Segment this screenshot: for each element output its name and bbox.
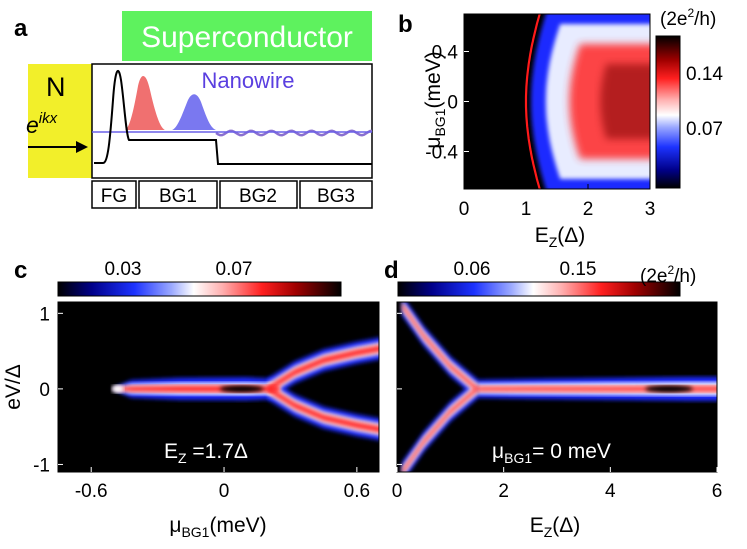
- xtick-label-d: 4: [605, 481, 616, 502]
- panel-label-a: a: [14, 15, 28, 42]
- heatmap-d-frame: [396, 301, 718, 473]
- heatmap-d-content: [402, 302, 717, 472]
- xlabel-b: EZ(Δ): [535, 224, 586, 250]
- heatmap-c-content: [111, 337, 379, 441]
- xtick-label-d: 0: [392, 481, 403, 502]
- lead-label: N: [46, 72, 66, 102]
- annotation-c: EZ =1.7Δ: [164, 440, 248, 466]
- nanowire-label: Nanowire: [202, 68, 295, 93]
- incident-arrow-head: [76, 141, 88, 153]
- units-label-d: (2e2/h): [640, 263, 696, 287]
- colorbar-b-tick: 0.14: [686, 64, 723, 85]
- conductance-band: [268, 385, 379, 433]
- gate-row: FG BG1 BG2 BG3: [91, 180, 373, 209]
- conductance-band: [402, 302, 477, 392]
- gate-bg2: [219, 180, 298, 209]
- annotation-d: μBG1= 0 meV: [492, 440, 611, 466]
- ytick-label-b: 0.4: [432, 43, 459, 64]
- ytick-label-c: -1: [33, 455, 50, 476]
- conductance-band: [402, 385, 477, 472]
- heatmap-b-dark-core: [600, 64, 650, 139]
- gate-label: FG: [101, 186, 127, 207]
- heatmap-b-content: [524, 14, 650, 189]
- ytick-label-b: 0: [447, 93, 458, 114]
- colorbar-c: [57, 281, 342, 297]
- xtick-label-b: 0: [459, 199, 470, 220]
- gate-bg1: [138, 180, 218, 209]
- xlabel-c: μBG1(meV): [169, 514, 266, 540]
- conductance-band: [268, 345, 379, 393]
- gate-label: BG2: [239, 186, 277, 207]
- ytick-label-b: -0.4: [425, 143, 458, 164]
- heatmap-c-frame: [57, 301, 380, 473]
- topological-boundary-curve: [524, 14, 541, 189]
- colorbar-d-tick: 0.15: [560, 259, 597, 280]
- xtick-label-d: 2: [498, 481, 509, 502]
- colorbar-d-tick: 0.06: [454, 259, 491, 280]
- xtick-label-c: -0.6: [75, 481, 108, 502]
- blue-peak: [172, 94, 216, 130]
- band-tip: [111, 384, 124, 393]
- ylabel-b: μBG1(meV): [422, 51, 448, 148]
- colorbar-b: [655, 35, 681, 189]
- gate-fg: [91, 180, 137, 209]
- colorbar-c-tick: 0.03: [105, 259, 142, 280]
- wave-label: eikx: [26, 110, 58, 138]
- superconductor-label: Superconductor: [141, 21, 353, 54]
- heatmap-d-axes: 0 2 4 6: [392, 312, 723, 502]
- ytick-label-c: 0: [39, 380, 50, 401]
- potential-profile: [94, 70, 372, 165]
- xtick-label-c: 0.6: [344, 481, 370, 502]
- gate-bg3: [299, 180, 373, 209]
- heatmap-b-axes: 0 1 2 3 0.4 0 -0.4: [425, 43, 655, 221]
- xtick-label-d: 6: [712, 481, 723, 502]
- colorbar-d: [397, 281, 681, 297]
- panel-label-b: b: [398, 11, 413, 38]
- gate-label: BG1: [159, 186, 197, 207]
- superconductor-block: [122, 11, 372, 61]
- heatmap-c-axes: -0.6 0 0.6 1 0 -1: [33, 304, 370, 502]
- panel-label-d: d: [384, 257, 399, 284]
- xlabel-d: EZ(Δ): [530, 514, 581, 540]
- ylabel-c: eV/Δ: [2, 364, 25, 410]
- zero-bias-peak-core: [219, 385, 264, 393]
- xtick-label-b: 2: [583, 199, 594, 220]
- panel-label-c: c: [14, 257, 27, 284]
- red-peak: [125, 75, 165, 130]
- normal-lead: [28, 64, 92, 178]
- zero-bias-peak-core: [645, 385, 693, 393]
- colorbar-c-tick: 0.07: [216, 259, 253, 280]
- xtick-label-c: 0: [219, 481, 230, 502]
- xtick-label-b: 3: [645, 199, 656, 220]
- gate-label: BG3: [317, 186, 355, 207]
- xtick-label-b: 1: [521, 199, 532, 220]
- colorbar-b-tick: 0.07: [686, 119, 723, 140]
- ytick-label-c: 1: [39, 304, 50, 325]
- units-label-b: (2e2/h): [660, 6, 716, 30]
